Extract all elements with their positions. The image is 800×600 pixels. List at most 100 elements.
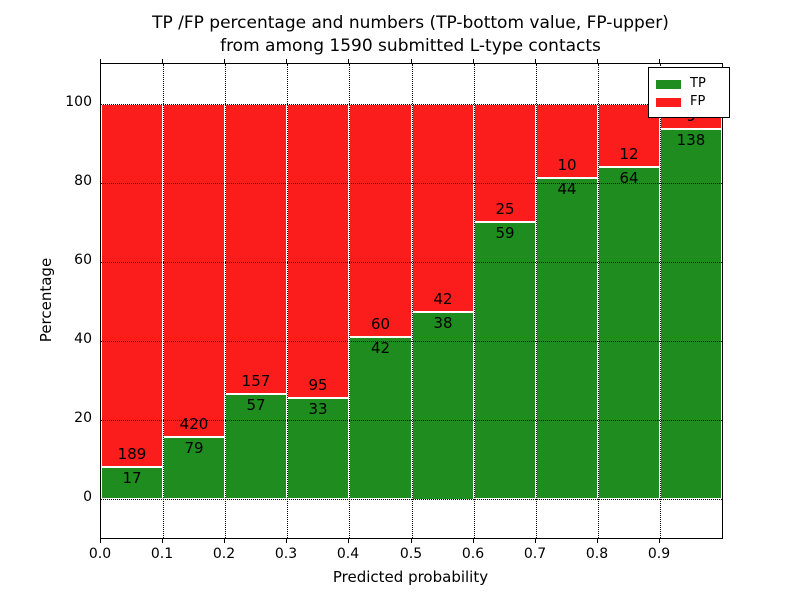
y-gridline	[101, 498, 722, 500]
fp-swatch-icon	[656, 97, 681, 107]
top-tick-mark	[162, 59, 163, 63]
y-gridline	[101, 182, 722, 184]
y-gridline	[101, 419, 722, 421]
y-tick-label: 100	[65, 93, 92, 110]
y-tick-label: 0	[83, 488, 92, 505]
x-tick-mark	[100, 538, 101, 543]
fp-count-label: 12	[619, 144, 639, 163]
tp-count-label: 33	[308, 399, 328, 418]
fp-count-label: 10	[557, 155, 577, 174]
fp-bar-segment	[412, 103, 474, 311]
y-tick-label: 20	[74, 409, 92, 426]
tp-bar-segment	[225, 393, 287, 499]
x-tick-label: 0.5	[399, 546, 423, 562]
tp-bar-segment	[349, 335, 412, 499]
x-tick-label: 0.9	[647, 546, 671, 562]
x-tick-label: 0.8	[585, 546, 609, 562]
x-gridline	[474, 64, 475, 538]
tp-count-label: 64	[619, 168, 639, 187]
top-tick-mark	[100, 59, 101, 63]
tp-count-label: 59	[495, 224, 515, 243]
legend-item-tp: TP	[656, 76, 722, 92]
x-gridline	[349, 64, 350, 538]
bars-layer	[101, 64, 722, 538]
y-tick-label: 60	[74, 251, 92, 268]
top-tick-mark	[597, 59, 598, 63]
tp-bar-segment	[598, 165, 660, 499]
chart-title-line1: TP /FP percentage and numbers (TP-bottom…	[152, 13, 669, 33]
x-tick-label: 0.7	[523, 546, 547, 562]
x-gridline	[412, 64, 413, 538]
tp-count-label: 79	[184, 438, 204, 457]
x-tick-label: 0.4	[336, 546, 360, 562]
tp-bar-segment	[287, 396, 349, 499]
x-gridline	[536, 64, 537, 538]
fp-count-label: 420	[179, 414, 209, 433]
x-tick-label: 0.1	[150, 546, 174, 562]
tp-count-label: 38	[433, 313, 453, 332]
legend-item-fp: FP	[656, 94, 722, 110]
legend-label-tp: TP	[690, 76, 706, 91]
chart-title: TP /FP percentage and numbers (TP-bottom…	[100, 12, 721, 58]
fp-bar-segment	[349, 103, 412, 336]
grid-layer	[101, 64, 722, 538]
x-axis-label: Predicted probability	[332, 568, 489, 586]
tp-bar-segment	[660, 127, 722, 499]
x-tick-mark	[597, 538, 598, 543]
x-tick-label: 0.6	[461, 546, 485, 562]
x-gridline	[225, 64, 226, 538]
tp-bar-segment	[474, 221, 536, 499]
fp-bar-segment	[225, 103, 287, 394]
fp-bar-segment	[101, 103, 163, 466]
y-gridline	[101, 340, 722, 342]
x-gridline	[598, 64, 599, 538]
fp-bar-segment	[474, 103, 536, 222]
plot-area: 1891742079157579533604242382559104412649…	[100, 63, 730, 539]
top-tick-mark	[286, 59, 287, 63]
top-tick-mark	[411, 59, 412, 63]
x-tick-label: 0.0	[88, 546, 112, 562]
bar-labels-layer: 1891742079157579533604242382559104412649…	[101, 64, 722, 538]
fp-count-label: 60	[370, 314, 391, 333]
x-tick-label: 0.2	[212, 546, 236, 562]
x-tick-mark	[659, 538, 660, 543]
fp-count-label: 42	[433, 289, 453, 308]
x-tick-label: 0.3	[274, 546, 298, 562]
top-tick-mark	[473, 59, 474, 63]
y-tick-label: 40	[74, 330, 92, 347]
tp-bar-segment	[163, 435, 225, 499]
fp-count-label: 95	[308, 375, 328, 394]
tp-count-label: 44	[557, 179, 577, 198]
top-tick-mark	[535, 59, 536, 63]
x-gridline	[660, 64, 661, 538]
tp-count-label: 57	[246, 396, 266, 415]
x-tick-mark	[535, 538, 536, 543]
x-gridline	[163, 64, 164, 538]
y-tick-label: 80	[74, 172, 92, 189]
tp-count-label: 17	[122, 468, 142, 487]
y-gridline	[101, 261, 722, 263]
x-gridline	[287, 64, 288, 538]
legend-label-fp: FP	[690, 94, 706, 109]
x-tick-mark	[348, 538, 349, 543]
tp-swatch-icon	[656, 79, 681, 89]
fp-bar-segment	[287, 103, 349, 397]
top-tick-mark	[659, 59, 660, 63]
legend: TP FP	[648, 67, 730, 118]
x-tick-mark	[411, 538, 412, 543]
tp-count-label: 42	[370, 338, 391, 357]
fp-count-label: 157	[241, 372, 271, 391]
tp-bar-segment	[412, 310, 474, 499]
fp-bar-segment	[163, 103, 225, 436]
x-tick-mark	[162, 538, 163, 543]
tp-count-label: 138	[676, 130, 706, 149]
tp-bar-segment	[101, 465, 163, 499]
top-tick-mark	[224, 59, 225, 63]
x-tick-mark	[286, 538, 287, 543]
tp-bar-segment	[536, 176, 598, 499]
y-gridline	[101, 103, 722, 105]
top-tick-mark	[348, 59, 349, 63]
chart-title-line2: from among 1590 submitted L-type contact…	[220, 36, 601, 56]
x-tick-mark	[473, 538, 474, 543]
